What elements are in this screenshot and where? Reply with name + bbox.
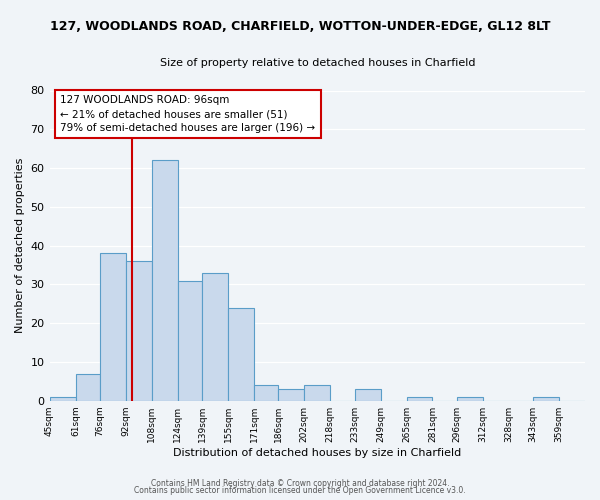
- Bar: [457, 397, 483, 400]
- Title: Size of property relative to detached houses in Charfield: Size of property relative to detached ho…: [160, 58, 475, 68]
- Bar: [100, 254, 126, 400]
- Bar: [254, 385, 278, 400]
- X-axis label: Distribution of detached houses by size in Charfield: Distribution of detached houses by size …: [173, 448, 461, 458]
- Bar: [278, 389, 304, 400]
- Bar: [178, 280, 202, 400]
- Bar: [76, 374, 100, 400]
- Text: 127 WOODLANDS ROAD: 96sqm
← 21% of detached houses are smaller (51)
79% of semi-: 127 WOODLANDS ROAD: 96sqm ← 21% of detac…: [60, 95, 316, 133]
- Bar: [152, 160, 178, 400]
- Text: Contains HM Land Registry data © Crown copyright and database right 2024.: Contains HM Land Registry data © Crown c…: [151, 478, 449, 488]
- Bar: [50, 397, 76, 400]
- Text: Contains public sector information licensed under the Open Government Licence v3: Contains public sector information licen…: [134, 486, 466, 495]
- Bar: [407, 397, 433, 400]
- Bar: [202, 272, 228, 400]
- Bar: [533, 397, 559, 400]
- Y-axis label: Number of detached properties: Number of detached properties: [15, 158, 25, 334]
- Bar: [304, 385, 330, 400]
- Text: 127, WOODLANDS ROAD, CHARFIELD, WOTTON-UNDER-EDGE, GL12 8LT: 127, WOODLANDS ROAD, CHARFIELD, WOTTON-U…: [50, 20, 550, 33]
- Bar: [126, 261, 152, 400]
- Bar: [228, 308, 254, 400]
- Bar: [355, 389, 380, 400]
